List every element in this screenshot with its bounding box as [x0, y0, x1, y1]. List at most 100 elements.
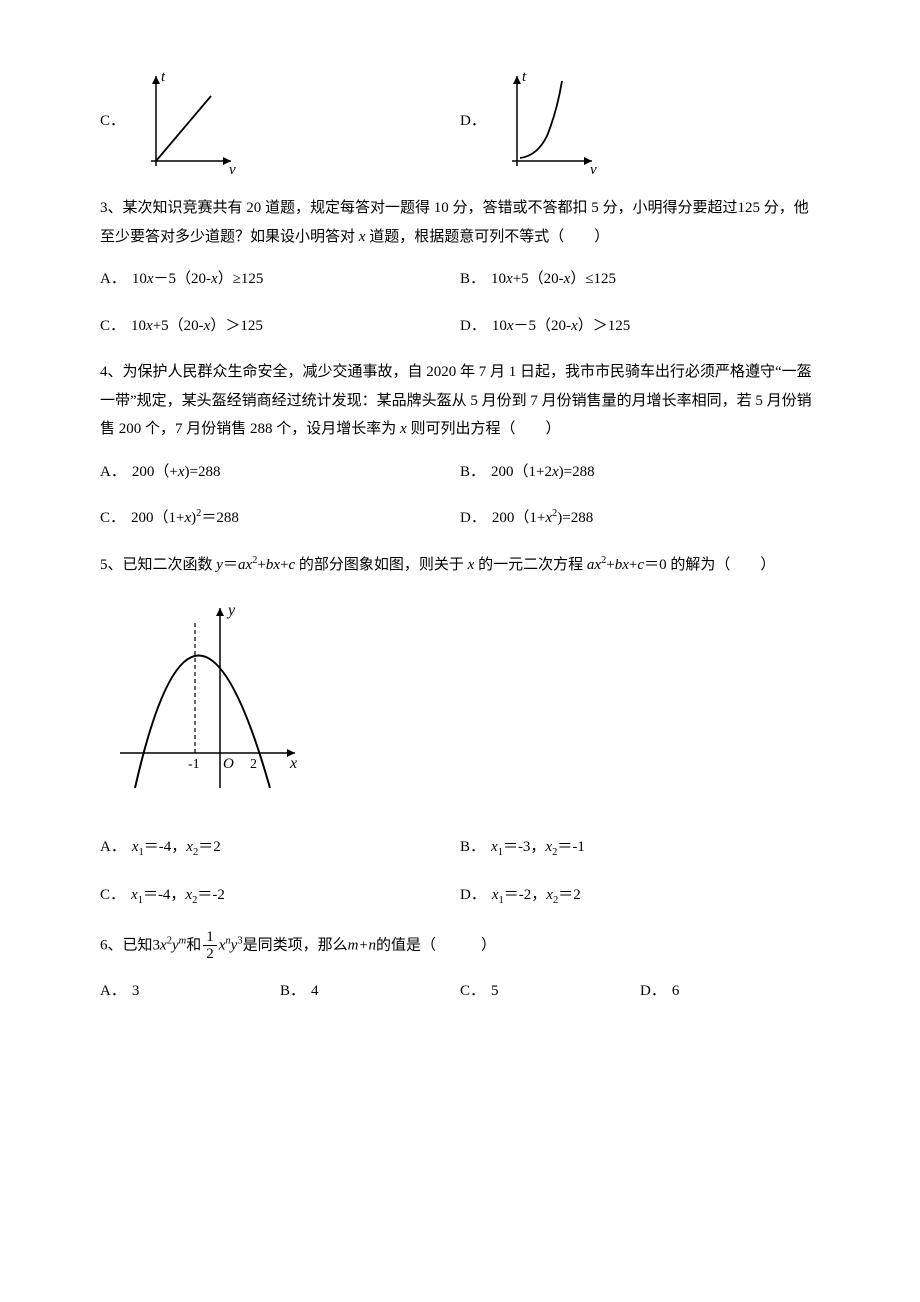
svg-text:t: t	[161, 69, 166, 85]
t: x	[546, 887, 553, 903]
t: 10	[492, 318, 507, 334]
svg-text:v: v	[229, 162, 236, 176]
t: x	[545, 510, 552, 526]
t: 10	[491, 271, 506, 287]
opt-label: A．	[100, 271, 126, 287]
t: x	[160, 937, 167, 953]
t: ＝‑4，	[144, 839, 187, 855]
t: 200（1+	[131, 510, 184, 526]
q5-options: A．x1＝‑4，x2＝2 B．x1＝‑3，x2＝‑1 C．x1＝‑4，x2＝‑2…	[100, 833, 820, 911]
t: )=288	[184, 464, 220, 480]
graph-option-row: C． v t D． v t	[100, 66, 820, 176]
t: y	[216, 557, 223, 573]
q4-var: x	[400, 421, 407, 437]
t: 1	[203, 929, 217, 947]
opt-label: D．	[460, 510, 486, 526]
t: ＝288	[201, 510, 239, 526]
t: ＝‑3，	[503, 839, 546, 855]
svg-text:t: t	[522, 69, 527, 85]
question-5-text: 5、已知二次函数 y＝ax2+bx+c 的部分图象如图，则关于 x 的一元二次方…	[100, 551, 820, 580]
t: x	[146, 318, 153, 334]
opt-label: B．	[460, 271, 485, 287]
t: 的部分图象如图，则关于	[295, 557, 468, 573]
t: ＝2	[198, 839, 221, 855]
opt-label: C．	[460, 983, 485, 999]
opt-label: B．	[460, 839, 485, 855]
graph-d-svg: v t	[492, 66, 602, 176]
t: ＝0 的解为（ ）	[644, 557, 775, 573]
opt-label: A．	[100, 983, 126, 999]
t: m+n	[348, 937, 376, 953]
t: x	[147, 271, 154, 287]
t: x	[491, 839, 498, 855]
t: 2	[203, 946, 217, 963]
fraction: 12	[203, 929, 217, 963]
question-3: 3、某次知识竞赛共有 20 道题，规定每答对一题得 10 分，答错或不答都扣 5…	[100, 194, 820, 340]
q4-text-b: 则可列出方程（ ）	[407, 421, 561, 437]
t: ＝	[223, 557, 238, 573]
t: 200（1+	[492, 510, 545, 526]
option-label: C．	[100, 107, 125, 136]
t: ＝‑2，	[504, 887, 547, 903]
question-4: 4、为保护人民群众生命安全，减少交通事故，自 2020 年 7 月 1 日起，我…	[100, 358, 820, 533]
t: +	[257, 557, 265, 573]
q6-opt-c: C．5	[460, 977, 640, 1006]
q5-parabola-graph: -1 O 2 x y	[110, 593, 310, 803]
t: x	[132, 839, 139, 855]
svg-text:x: x	[289, 755, 297, 772]
opt-label: B．	[460, 464, 485, 480]
t: x	[492, 887, 499, 903]
q5-opt-c: C．x1＝‑4，x2＝‑2	[100, 881, 460, 911]
t: ）＞125	[210, 318, 263, 334]
t: )=288	[559, 464, 595, 480]
t: 6	[672, 983, 680, 999]
t: x	[622, 557, 629, 573]
t: x	[211, 271, 218, 287]
t: 200（+	[132, 464, 178, 480]
t: ＝‑2	[197, 887, 225, 903]
t: x	[131, 887, 138, 903]
q5-opt-b: B．x1＝‑3，x2＝‑1	[460, 833, 820, 863]
t: 是同类项，那么	[243, 937, 348, 953]
t: +5（20‑	[513, 271, 564, 287]
opt-label: D．	[460, 887, 486, 903]
t: ＝‑4，	[143, 887, 186, 903]
t: 200（1+2	[491, 464, 552, 480]
t: 3	[132, 983, 140, 999]
t: +	[606, 557, 614, 573]
q4-opt-a: A．200（+x)=288	[100, 458, 460, 487]
question-3-text: 3、某次知识竞赛共有 20 道题，规定每答对一题得 10 分，答错或不答都扣 5…	[100, 194, 820, 251]
t: 4	[311, 983, 319, 999]
opt-label: A．	[100, 464, 126, 480]
opt-label: B．	[280, 983, 305, 999]
t: 的一元二次方程	[474, 557, 587, 573]
question-6-text: 6、已知3x2ym和12xny3是同类项，那么m+n的值是（ ）	[100, 929, 820, 963]
t: ＝‑1	[557, 839, 585, 855]
q5-opt-d: D．x1＝‑2，x2＝2	[460, 881, 820, 911]
question-4-text: 4、为保护人民群众生命安全，减少交通事故，自 2020 年 7 月 1 日起，我…	[100, 358, 820, 444]
q3-opt-a: A．10x－5（20‑x）≥125	[100, 265, 460, 294]
q6-opt-d: D．6	[640, 977, 820, 1006]
q6-opt-b: B． 4	[280, 977, 460, 1006]
q4-opt-c: C．200（1+x)2＝288	[100, 504, 460, 533]
t: )=288	[557, 510, 593, 526]
question-5: 5、已知二次函数 y＝ax2+bx+c 的部分图象如图，则关于 x 的一元二次方…	[100, 551, 820, 911]
q3-options: A．10x－5（20‑x）≥125 B．10x+5（20‑x）≤125 C．10…	[100, 265, 820, 340]
q6-options: A． 3 B． 4 C．5 D．6	[100, 977, 820, 1006]
t: 5、已知二次函数	[100, 557, 216, 573]
t: y	[172, 937, 179, 953]
t: 6、已知	[100, 937, 153, 953]
t: x	[186, 839, 193, 855]
question-6: 6、已知3x2ym和12xny3是同类项，那么m+n的值是（ ） A．3 B．4…	[100, 929, 820, 1006]
q3-opt-c: C．10x+5（20‑x）＞125	[100, 312, 460, 341]
t: 10	[132, 271, 147, 287]
option-d-graph: D． v t	[460, 66, 820, 176]
t: ）≤125	[570, 271, 616, 287]
t: 10	[131, 318, 146, 334]
t: ）≥125	[218, 271, 264, 287]
graph-c-svg: v t	[131, 66, 241, 176]
t: x	[506, 271, 513, 287]
q4-opt-d: D．200（1+x2)=288	[460, 504, 820, 533]
q6-opt-a: A． 3	[100, 977, 280, 1006]
svg-text:O: O	[223, 756, 234, 772]
